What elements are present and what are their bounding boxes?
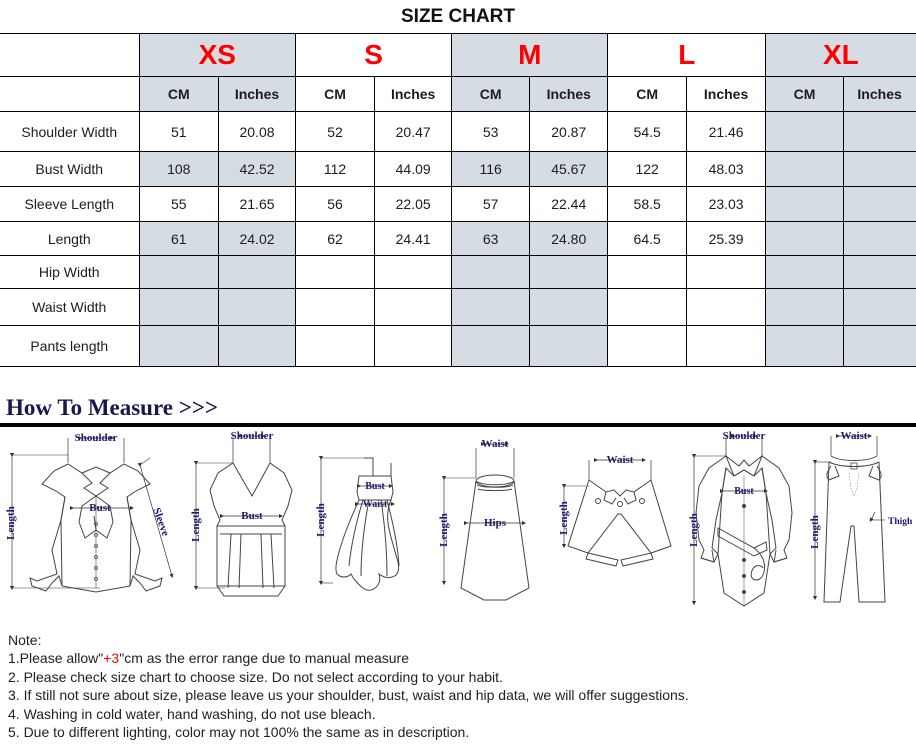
svg-text:Bust: Bust: [365, 481, 385, 492]
svg-text:Shoulder: Shoulder: [231, 430, 274, 442]
svg-text:Sleeve: Sleeve: [150, 506, 171, 538]
svg-text:Waist: Waist: [482, 438, 509, 450]
svg-text:Length: Length: [5, 506, 17, 540]
svg-text:Length: Length: [809, 515, 821, 549]
svg-text:Shoulder: Shoulder: [75, 432, 118, 444]
svg-text:Waist: Waist: [607, 454, 634, 466]
svg-text:Hips: Hips: [484, 517, 507, 529]
svg-text:Length: Length: [190, 508, 202, 542]
svg-text:Length: Length: [438, 513, 450, 547]
svg-text:Bust: Bust: [734, 486, 754, 497]
svg-text:Length: Length: [315, 503, 327, 537]
svg-text:Length: Length: [558, 501, 570, 535]
svg-text:Bust: Bust: [241, 510, 263, 522]
svg-text:Thigh: Thigh: [888, 517, 913, 527]
svg-text:Waist: Waist: [841, 430, 868, 442]
svg-text:Waist: Waist: [363, 499, 388, 510]
svg-text:Shoulder: Shoulder: [723, 430, 766, 442]
